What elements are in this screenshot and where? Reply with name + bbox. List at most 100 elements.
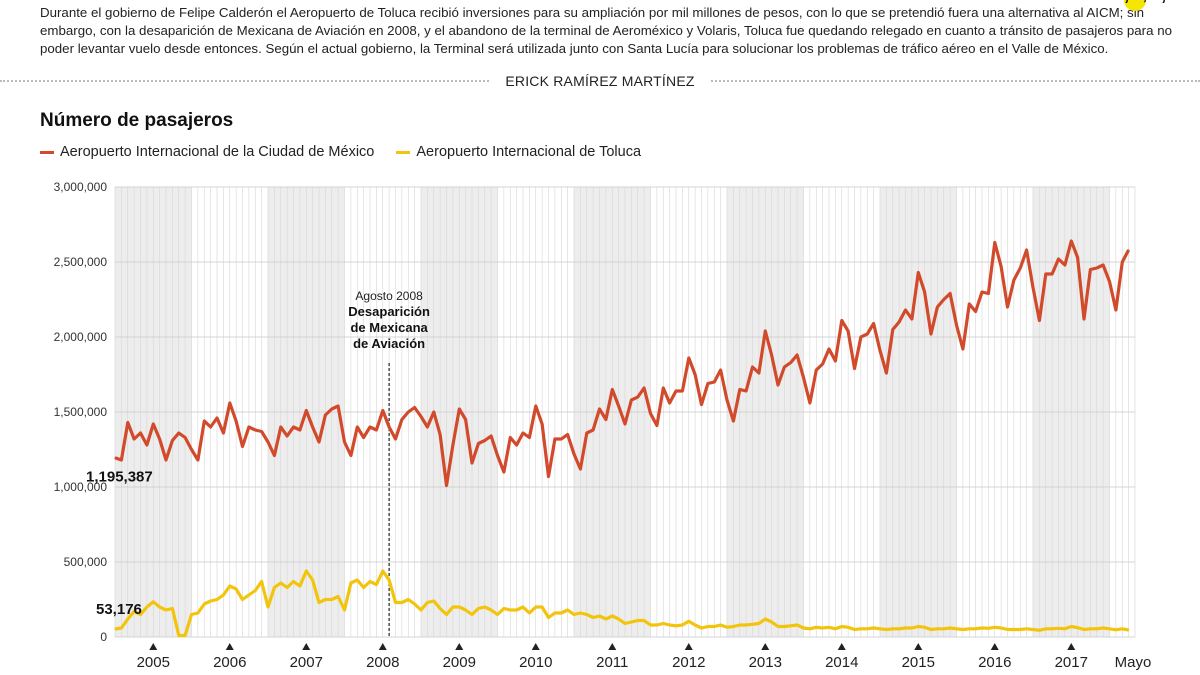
data-point bbox=[745, 624, 747, 626]
data-point bbox=[394, 438, 397, 440]
data-point bbox=[700, 627, 703, 629]
data-point bbox=[917, 625, 919, 628]
data-point bbox=[700, 403, 703, 406]
byline: ERICK RAMÍREZ MARTÍNEZ bbox=[0, 73, 1200, 89]
data-point bbox=[312, 579, 314, 581]
data-point bbox=[331, 408, 333, 410]
data-point bbox=[649, 412, 652, 415]
data-point bbox=[968, 628, 970, 630]
data-point bbox=[152, 423, 154, 425]
x-tick-label: 2008 bbox=[366, 654, 399, 671]
data-point bbox=[146, 606, 148, 608]
data-point bbox=[222, 594, 224, 596]
data-point bbox=[203, 603, 205, 605]
annotation-text: Desaparición bbox=[348, 304, 430, 319]
data-point bbox=[184, 634, 186, 637]
data-point bbox=[987, 292, 989, 295]
data-point bbox=[675, 625, 677, 627]
data-point bbox=[120, 627, 122, 629]
data-point bbox=[407, 598, 409, 601]
data-point bbox=[975, 310, 977, 313]
data-point bbox=[911, 318, 913, 320]
data-point bbox=[1102, 264, 1104, 266]
data-point bbox=[567, 433, 569, 436]
y-tick-label: 1,500,000 bbox=[54, 405, 108, 419]
data-point bbox=[241, 445, 244, 448]
data-point bbox=[458, 606, 460, 608]
data-point bbox=[586, 613, 588, 616]
data-point bbox=[388, 426, 390, 428]
data-point bbox=[726, 399, 728, 401]
data-point bbox=[178, 432, 180, 434]
data-point bbox=[1115, 309, 1117, 311]
data-point bbox=[133, 610, 135, 613]
data-point bbox=[522, 432, 524, 434]
data-point bbox=[694, 373, 696, 376]
data-point bbox=[1064, 628, 1066, 630]
data-point bbox=[579, 612, 581, 614]
x-tick-marker bbox=[455, 643, 464, 650]
series-line-aicm bbox=[114, 239, 1131, 488]
data-point bbox=[1032, 628, 1034, 631]
data-point bbox=[630, 621, 632, 623]
chart-legend: Aeropuerto Internacional de la Ciudad de… bbox=[40, 144, 641, 160]
data-point bbox=[554, 612, 556, 614]
data-point bbox=[254, 589, 256, 592]
data-point bbox=[1115, 629, 1117, 631]
data-point bbox=[324, 414, 326, 416]
data-point bbox=[911, 627, 913, 629]
data-point bbox=[356, 426, 358, 428]
data-point bbox=[662, 622, 664, 625]
data-point bbox=[541, 423, 543, 425]
data-point bbox=[847, 626, 849, 628]
data-point bbox=[184, 436, 186, 439]
data-point bbox=[713, 625, 715, 628]
data-point bbox=[229, 402, 231, 404]
data-point bbox=[904, 309, 907, 311]
data-point bbox=[1057, 258, 1060, 260]
data-point bbox=[210, 600, 212, 602]
data-point bbox=[592, 616, 594, 619]
data-point bbox=[503, 607, 505, 610]
data-point bbox=[1089, 628, 1091, 630]
data-point bbox=[1045, 628, 1047, 630]
data-point bbox=[452, 606, 454, 608]
data-point bbox=[509, 436, 511, 439]
data-point bbox=[363, 586, 365, 589]
data-point bbox=[592, 429, 594, 431]
x-tick-marker bbox=[914, 643, 923, 650]
data-point bbox=[822, 363, 824, 365]
data-point bbox=[254, 429, 256, 431]
series-line-toluca bbox=[114, 569, 1129, 638]
annotation-text: de Mexicana bbox=[350, 320, 428, 335]
data-point bbox=[445, 484, 448, 487]
data-point bbox=[407, 411, 409, 413]
data-point bbox=[382, 409, 384, 412]
data-point bbox=[790, 361, 792, 364]
data-point bbox=[171, 439, 173, 442]
series-points-aicm bbox=[114, 240, 1130, 487]
data-point bbox=[618, 405, 620, 407]
data-point bbox=[267, 606, 269, 608]
data-point bbox=[1045, 273, 1047, 275]
data-point bbox=[503, 471, 505, 473]
data-point bbox=[732, 625, 734, 628]
data-point bbox=[1013, 628, 1015, 631]
data-point bbox=[178, 634, 180, 637]
data-point bbox=[248, 594, 250, 596]
data-point bbox=[1000, 627, 1002, 629]
data-point bbox=[299, 585, 301, 587]
y-tick-label: 2,500,000 bbox=[54, 255, 108, 269]
data-point bbox=[114, 457, 116, 459]
data-point bbox=[669, 624, 671, 626]
y-tick-label: 1,000,000 bbox=[54, 480, 108, 494]
data-point bbox=[630, 399, 632, 401]
x-tick-marker bbox=[761, 643, 770, 650]
data-point bbox=[560, 612, 562, 614]
data-point bbox=[375, 429, 377, 431]
data-point bbox=[1077, 627, 1079, 629]
data-point bbox=[541, 606, 543, 608]
x-tick-marker bbox=[378, 643, 387, 650]
data-point bbox=[1064, 264, 1066, 266]
